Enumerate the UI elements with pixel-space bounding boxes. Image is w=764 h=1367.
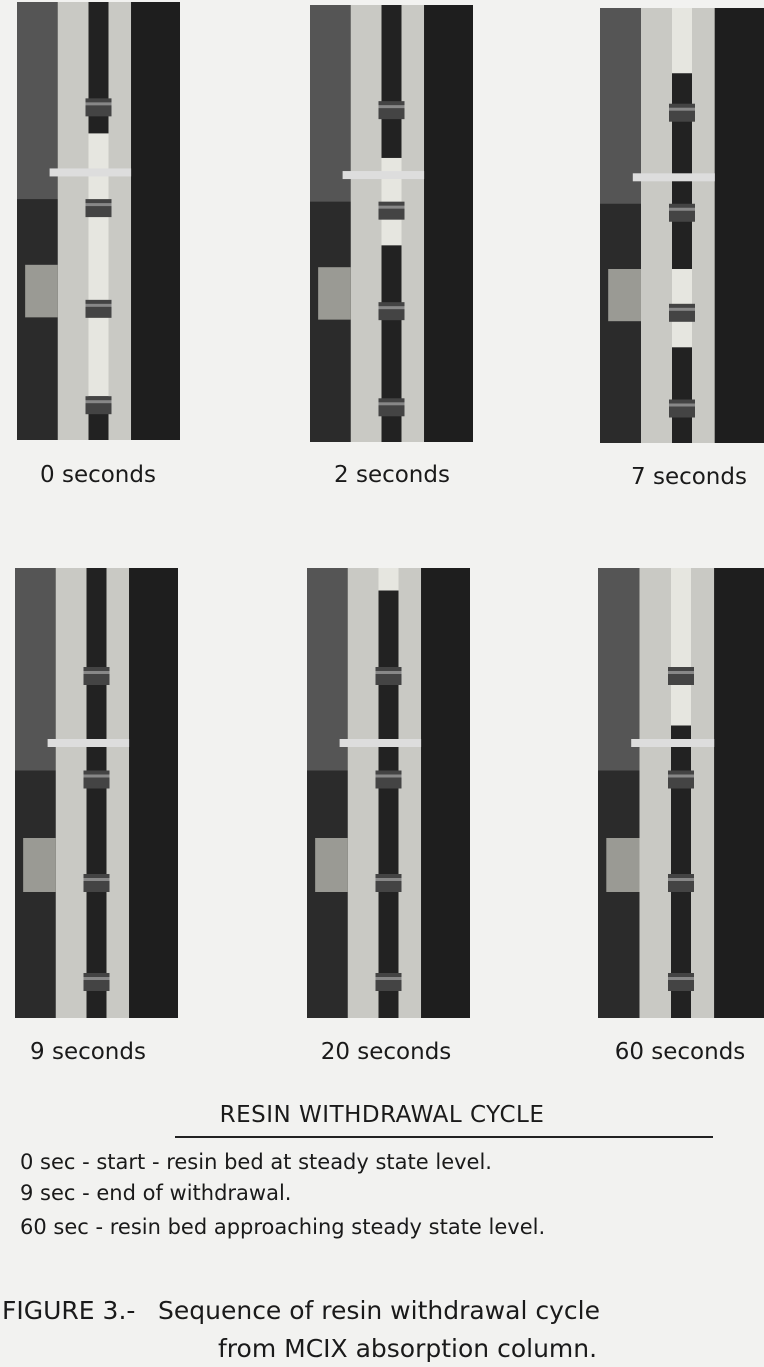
legend-item: 60 sec - resin bed approaching steady st… <box>20 1215 546 1239</box>
photo-image <box>307 568 470 1018</box>
photo-image <box>17 2 180 440</box>
photo-image <box>598 568 764 1018</box>
photo <box>15 568 178 1018</box>
figure-caption: Sequence of resin withdrawal cycle <box>158 1296 600 1325</box>
photo-image <box>15 568 178 1018</box>
photo-caption: 9 seconds <box>30 1039 146 1065</box>
photo <box>17 2 180 440</box>
photo <box>307 568 470 1018</box>
photo-caption: 2 seconds <box>334 462 450 488</box>
photo-image <box>310 5 473 442</box>
photo-caption: 0 seconds <box>40 462 156 488</box>
legend-title: RESIN WITHDRAWAL CYCLE <box>219 1102 545 1128</box>
figure-label: FIGURE 3.- <box>2 1296 136 1325</box>
legend-item: 0 sec - start - resin bed at steady stat… <box>20 1150 492 1174</box>
photo-image <box>600 8 764 443</box>
photo <box>600 8 764 443</box>
photo <box>598 568 764 1018</box>
legend-item: 9 sec - end of withdrawal. <box>20 1181 292 1205</box>
figure-caption: from MCIX absorption column. <box>218 1334 598 1363</box>
photo-caption: 20 seconds <box>320 1039 452 1065</box>
photo <box>310 5 473 442</box>
underline <box>175 1136 713 1138</box>
photo-caption: 60 seconds <box>614 1039 746 1065</box>
photo-caption: 7 seconds <box>631 464 747 490</box>
